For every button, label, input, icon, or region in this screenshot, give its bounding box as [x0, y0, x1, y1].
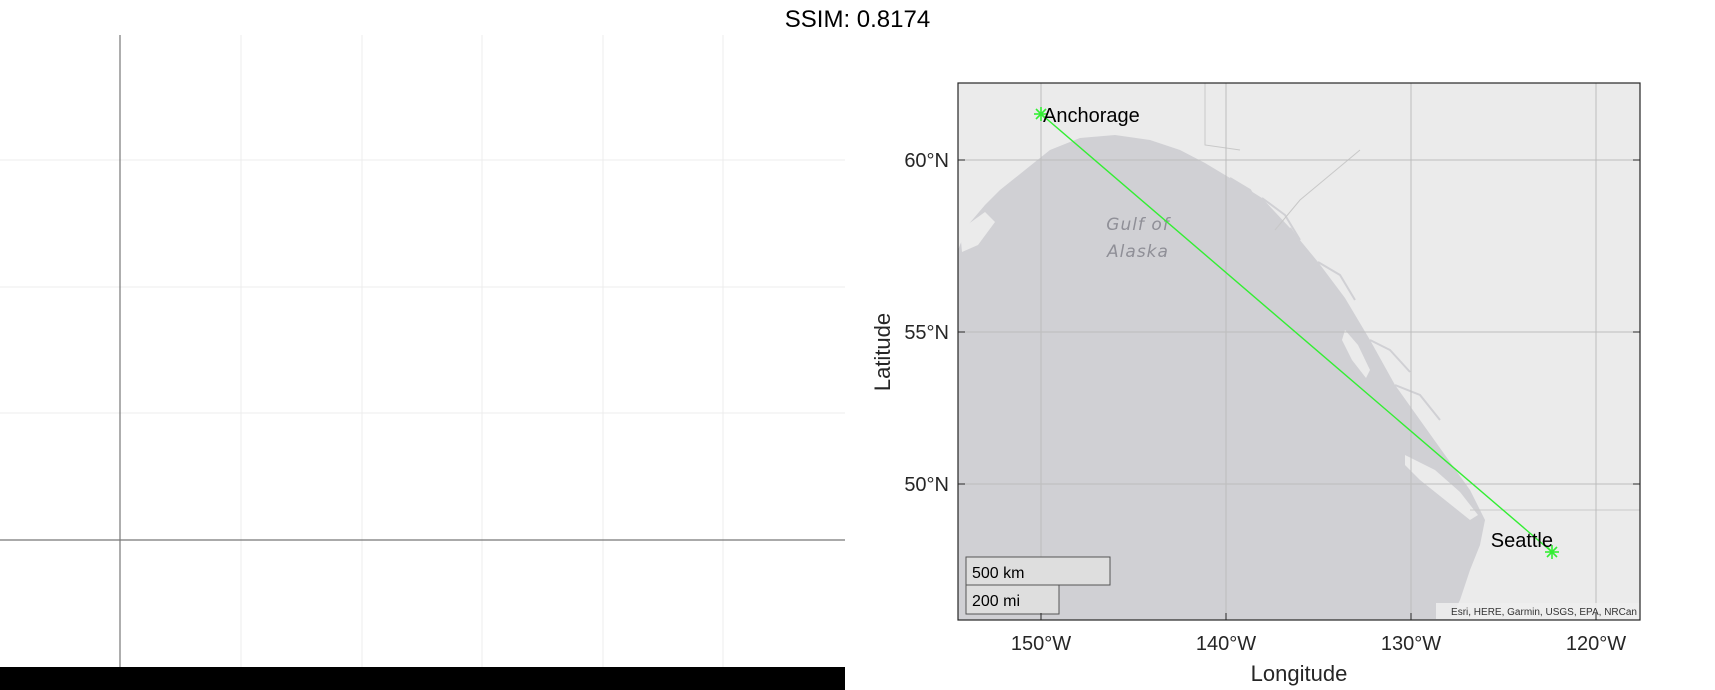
x-axis-label: Longitude: [1251, 661, 1348, 686]
x-tick-label: 150°W: [1011, 633, 1071, 655]
scale-bar: 500 km 200 mi: [965, 556, 1111, 615]
ocean-area: [958, 135, 1485, 620]
map-axes: Gulf of Alaska Anchorage Seattle 500 km: [870, 82, 1641, 686]
coastal-inlets: [1229, 177, 1441, 421]
border-lines: [1204, 83, 1640, 511]
left-axes-panel: [0, 35, 845, 690]
kodiak-island: [960, 212, 995, 252]
x-tick-label: 140°W: [1196, 633, 1256, 655]
left-axes-background: [0, 35, 845, 667]
city-label-anchorage: Anchorage: [1043, 105, 1140, 127]
haida-gwaii: [1342, 330, 1370, 378]
left-panel-bottom-bar: [0, 667, 845, 690]
scale-bar-mi-label: 200 mi: [972, 593, 1020, 610]
city-label-seattle: Seattle: [1491, 530, 1553, 552]
water-label-line1: Gulf of: [1106, 215, 1171, 235]
great-circle-route: [1040, 113, 1553, 553]
attribution-background: [1436, 603, 1640, 619]
figure-title: SSIM: 0.8174: [784, 6, 931, 33]
seattle-marker: [1545, 545, 1559, 559]
map-attribution: Esri, HERE, Garmin, USGS, EPA, NRCan: [1451, 607, 1637, 618]
scale-bar-km-label: 500 km: [972, 565, 1024, 582]
y-tick-label: 60°N: [904, 150, 949, 172]
x-tick-label: 120°W: [1566, 633, 1626, 655]
anchorage-marker: [1034, 107, 1048, 121]
water-label-line2: Alaska: [1106, 242, 1169, 262]
left-axes-grid: [0, 35, 845, 667]
map-graticule: [958, 83, 1640, 620]
kenai-peninsula: [978, 120, 1035, 185]
scale-bar-mi: [965, 584, 1060, 615]
y-tick-label: 55°N: [904, 322, 949, 344]
vancouver-island: [1405, 455, 1478, 520]
x-tick-label: 130°W: [1381, 633, 1441, 655]
y-axis-label: Latitude: [870, 313, 895, 391]
y-tick-label: 50°N: [904, 474, 949, 496]
map-axes-box: [957, 82, 1641, 621]
map-tick-marks: [958, 159, 1640, 620]
